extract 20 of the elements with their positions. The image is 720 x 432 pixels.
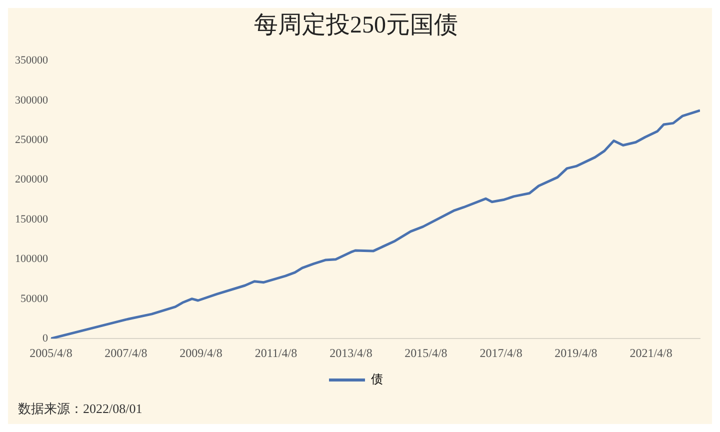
y-tick-label: 200000	[15, 174, 48, 186]
y-tick-label: 0	[42, 332, 48, 344]
legend-label: 债	[371, 372, 383, 386]
y-tick-label: 50000	[20, 292, 48, 305]
y-tick-label: 300000	[15, 94, 48, 106]
x-tick-label: 2007/4/8	[104, 346, 148, 360]
x-tick-label: 2017/4/8	[480, 346, 522, 360]
x-tick-label: 2015/4/8	[404, 346, 448, 360]
x-tick-label: 2011/4/8	[254, 346, 298, 360]
y-tick-label: 100000	[15, 253, 48, 266]
y-tick-label: 350000	[15, 54, 48, 67]
y-tick-label: 250000	[15, 134, 48, 146]
x-tick-label: 2005/4/8	[30, 346, 72, 360]
source-note: 数据来源：2022/08/01	[17, 400, 144, 418]
x-tick-label: 2019/4/8	[554, 346, 598, 360]
x-tick-label: 2009/4/8	[180, 346, 222, 360]
chart-title: 每周定投250元国债	[254, 12, 458, 39]
x-tick-label: 2013/4/8	[330, 346, 372, 360]
y-tick-label: 150000	[15, 213, 48, 226]
x-tick-label: 2021/4/8	[630, 346, 672, 360]
